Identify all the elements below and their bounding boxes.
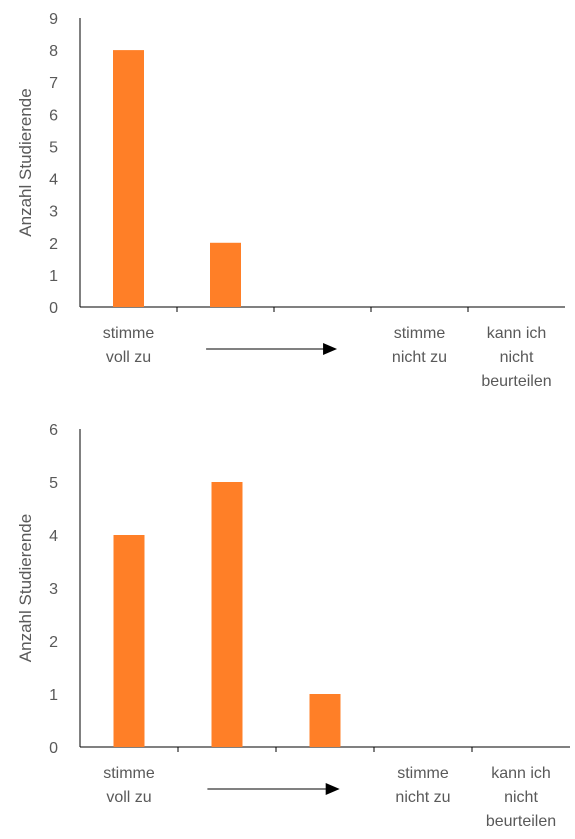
bar-chart-2: 0 1 2 3 4 5 6 Anzahl Studierende stimme voll zu st…: [16, 422, 570, 830]
x-category-label: voll zu: [106, 789, 151, 806]
y-tick-label: 2: [49, 634, 58, 651]
y-tick-label: 6: [49, 422, 58, 439]
bar-chart-1: 0 1 2 3 4 5 6 7 8 9 Anzahl Studierende stimme voll z…: [16, 11, 565, 390]
bar: [210, 242, 241, 307]
x-category-label: kann ich: [491, 765, 551, 782]
x-category-label: stimme: [394, 325, 446, 342]
x-category-label: nicht zu: [395, 789, 450, 806]
x-category-label: beurteilen: [486, 813, 556, 830]
x-category-label: kann ich: [487, 325, 547, 342]
y-tick-label: 7: [49, 75, 58, 92]
y-tick-label: 5: [49, 475, 58, 492]
y-tick-label: 9: [49, 11, 58, 28]
y-tick-label: 0: [49, 300, 58, 317]
bar: [309, 694, 341, 747]
bar: [211, 482, 243, 747]
y-axis-title: Anzahl Studierende: [16, 514, 35, 662]
x-category-label: nicht zu: [392, 349, 447, 366]
y-tick-label: 4: [49, 528, 58, 545]
bar: [113, 50, 144, 307]
y-tick-label: 1: [49, 268, 58, 285]
bar: [113, 535, 145, 747]
arrow-head-icon: [325, 783, 340, 795]
y-axis-title: Anzahl Studierende: [16, 88, 35, 236]
y-tick-label: 2: [49, 236, 58, 253]
y-tick-label: 6: [49, 107, 58, 124]
y-tick-label: 1: [49, 687, 58, 704]
y-tick-label: 3: [49, 204, 58, 221]
x-category-label: nicht: [504, 789, 538, 806]
y-tick-label: 4: [49, 172, 58, 189]
x-category-label: stimme: [103, 765, 155, 782]
y-tick-label: 0: [49, 740, 58, 757]
y-tick-label: 5: [49, 139, 58, 156]
x-category-label: stimme: [397, 765, 449, 782]
arrow-head-icon: [323, 343, 338, 355]
y-tick-label: 8: [49, 43, 58, 60]
x-category-label: nicht: [500, 349, 534, 366]
x-category-label: stimme: [103, 325, 155, 342]
x-category-label: voll zu: [106, 349, 151, 366]
y-tick-label: 3: [49, 581, 58, 598]
x-category-label: beurteilen: [481, 373, 551, 390]
